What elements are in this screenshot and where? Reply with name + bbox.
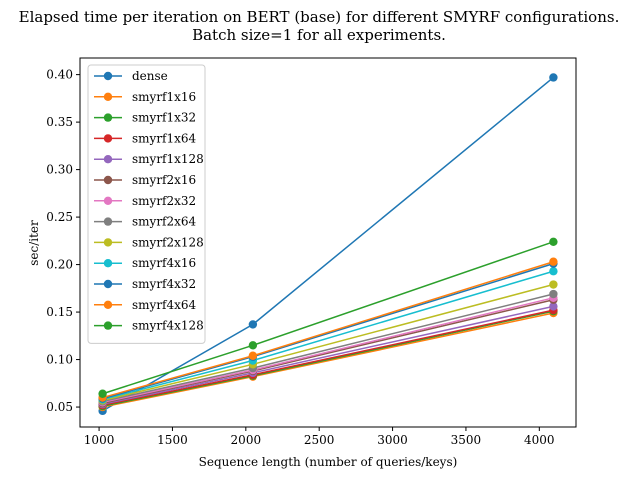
- legend-label: smyrf2x64: [132, 215, 197, 229]
- legend-marker: [103, 217, 113, 226]
- legend-item-dense: dense: [94, 69, 168, 83]
- y-axis-label: sec/iter: [27, 220, 41, 266]
- legend-label: smyrf1x16: [132, 90, 196, 104]
- data-point-smyrf4x16-4096: [549, 267, 558, 276]
- legend-item-smyrf4x16: smyrf4x16: [94, 256, 196, 270]
- y-tick-label: 0.20: [46, 258, 73, 272]
- data-point-dense-2048: [248, 320, 258, 329]
- data-point-smyrf2x64-4096: [549, 289, 558, 299]
- legend-marker: [103, 134, 113, 143]
- data-point-dense-4096: [549, 73, 558, 82]
- data-point-smyrf4x64-2048: [248, 351, 258, 360]
- x-axis-label: Sequence length (number of queries/keys): [199, 455, 458, 469]
- legend-marker: [103, 238, 113, 247]
- legend-marker: [103, 321, 113, 330]
- series-smyrf4x64: [98, 257, 558, 402]
- chart-title: Elapsed time per iteration on BERT (base…: [19, 8, 620, 26]
- x-tick-label: 3500: [451, 433, 482, 447]
- x-tick-label: 4000: [524, 433, 555, 447]
- legend-marker: [103, 259, 113, 268]
- chart-subtitle: Batch size=1 for all experiments.: [192, 26, 446, 44]
- legend-label: smyrf1x128: [132, 152, 204, 166]
- x-tick-label: 2000: [231, 433, 262, 447]
- legend-label: dense: [132, 69, 168, 83]
- x-tick-label: 2500: [304, 433, 335, 447]
- legend: dense smyrf1x16 smyrf1x32 smyrf1x64 smyrf1x1…: [87, 64, 206, 344]
- legend-label: smyrf4x64: [132, 298, 197, 312]
- axes-frame: [79, 57, 577, 428]
- plot-area: [98, 73, 558, 416]
- axis-ticks: 1000 1500 2000 2500 3000 3500 4000 0.05 0.10 0.15…: [46, 68, 554, 447]
- legend-item-smyrf2x64: smyrf2x64: [94, 215, 197, 229]
- legend-label: smyrf4x16: [132, 256, 196, 270]
- y-tick-label: 0.30: [46, 163, 73, 177]
- legend-marker: [103, 175, 113, 185]
- legend-label: smyrf2x16: [132, 173, 196, 187]
- legend-item-smyrf1x16: smyrf1x16: [94, 90, 196, 104]
- legend-label: smyrf4x32: [132, 277, 196, 291]
- y-tick-label: 0.05: [46, 400, 73, 414]
- legend-item-smyrf1x64: smyrf1x64: [94, 131, 197, 145]
- legend-label: smyrf1x64: [132, 131, 197, 145]
- y-tick-label: 0.25: [46, 210, 73, 224]
- legend-label: smyrf2x32: [132, 194, 196, 208]
- legend-label: smyrf4x128: [132, 319, 204, 333]
- y-tick-label: 0.40: [46, 68, 73, 82]
- data-point-smyrf4x64-4096: [549, 257, 558, 266]
- legend-item-smyrf2x128: smyrf2x128: [94, 235, 204, 249]
- legend-item-smyrf1x128: smyrf1x128: [94, 152, 204, 166]
- legend-item-smyrf2x16: smyrf2x16: [94, 173, 196, 187]
- legend-label: smyrf2x128: [132, 235, 204, 249]
- data-point-smyrf4x128-2048: [248, 341, 258, 350]
- legend-marker: [103, 155, 113, 164]
- legend-marker: [103, 196, 113, 205]
- data-point-smyrf4x128-1024: [98, 389, 107, 398]
- data-point-smyrf1x128-4096: [549, 302, 558, 311]
- legend-item-smyrf1x32: smyrf1x32: [94, 111, 196, 125]
- legend-item-smyrf4x128: smyrf4x128: [94, 319, 204, 333]
- legend-marker: [103, 92, 113, 102]
- legend-marker: [103, 279, 113, 289]
- legend-item-smyrf2x32: smyrf2x32: [94, 194, 196, 208]
- legend-marker: [103, 71, 113, 81]
- y-tick-label: 0.10: [46, 353, 73, 367]
- legend-box: [87, 64, 206, 344]
- legend-item-smyrf4x32: smyrf4x32: [94, 277, 196, 291]
- data-point-smyrf4x128-4096: [549, 237, 558, 246]
- x-tick-label: 1000: [84, 433, 115, 447]
- legend-label: smyrf1x32: [132, 111, 196, 125]
- legend-marker: [103, 300, 113, 309]
- data-point-smyrf2x128-4096: [549, 280, 558, 289]
- x-tick-label: 3000: [377, 433, 408, 447]
- legend-item-smyrf4x64: smyrf4x64: [94, 298, 197, 312]
- legend-marker: [103, 113, 113, 122]
- x-tick-label: 1500: [157, 433, 188, 447]
- series-smyrf4x128: [98, 237, 558, 398]
- y-tick-label: 0.35: [46, 115, 73, 129]
- y-tick-label: 0.15: [46, 305, 73, 319]
